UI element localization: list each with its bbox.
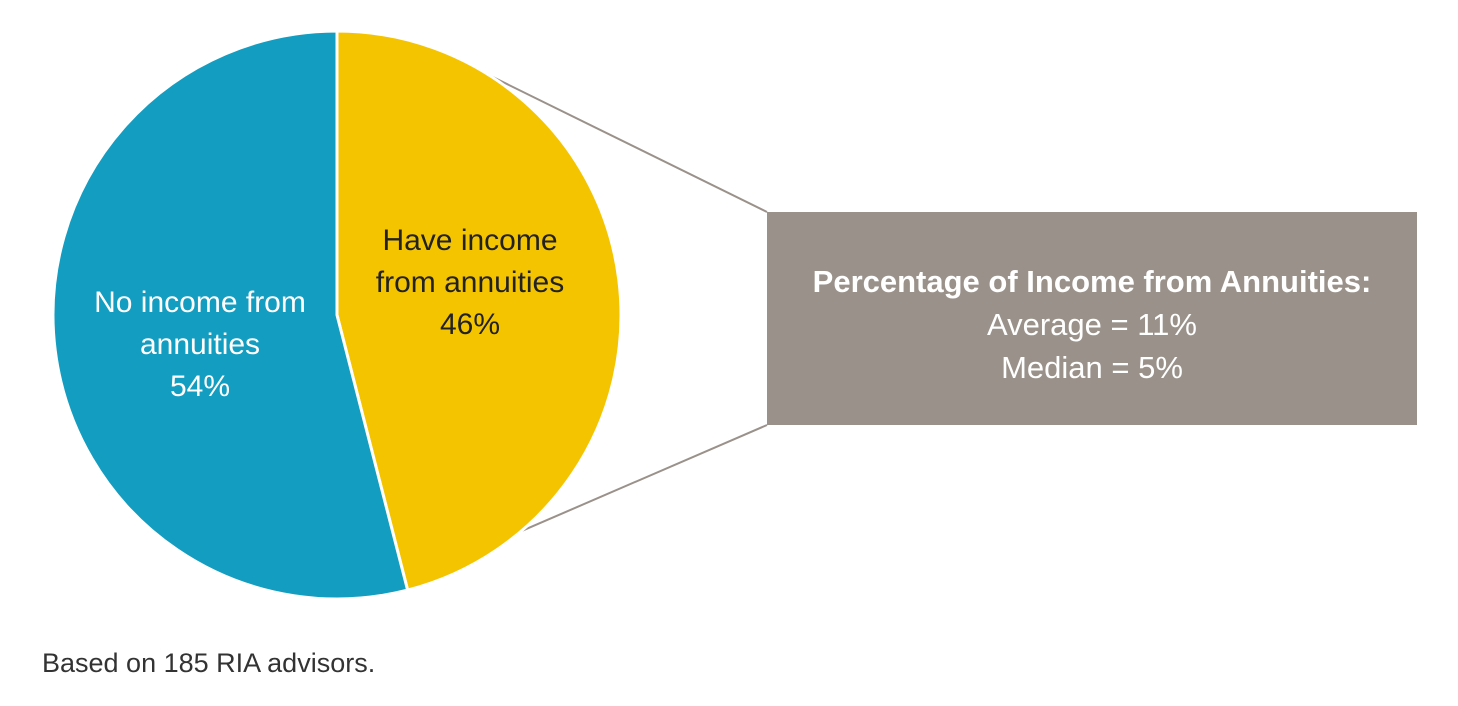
value-label: 46% [439, 308, 501, 341]
callout-title: Percentage of Income from Annuities: [812, 264, 1372, 299]
category-label: Have income from annuities [375, 224, 565, 299]
pie-slice [335, 29, 623, 592]
callout-connector [451, 56, 768, 213]
callout-line: Median = 5% [1001, 350, 1183, 385]
slice-label: Have income from annuities 46% [355, 220, 585, 346]
pie-slice [51, 29, 410, 601]
callout-line: Average = 11% [987, 307, 1197, 342]
category-label: No income from annuities [94, 286, 306, 361]
slice-label: No income from annuities 54% [85, 282, 315, 408]
callout-box: Percentage of Income from Annuities: Ave… [767, 212, 1417, 425]
value-label: 54% [169, 370, 231, 403]
footnote: Based on 185 RIA advisors. [42, 648, 376, 678]
